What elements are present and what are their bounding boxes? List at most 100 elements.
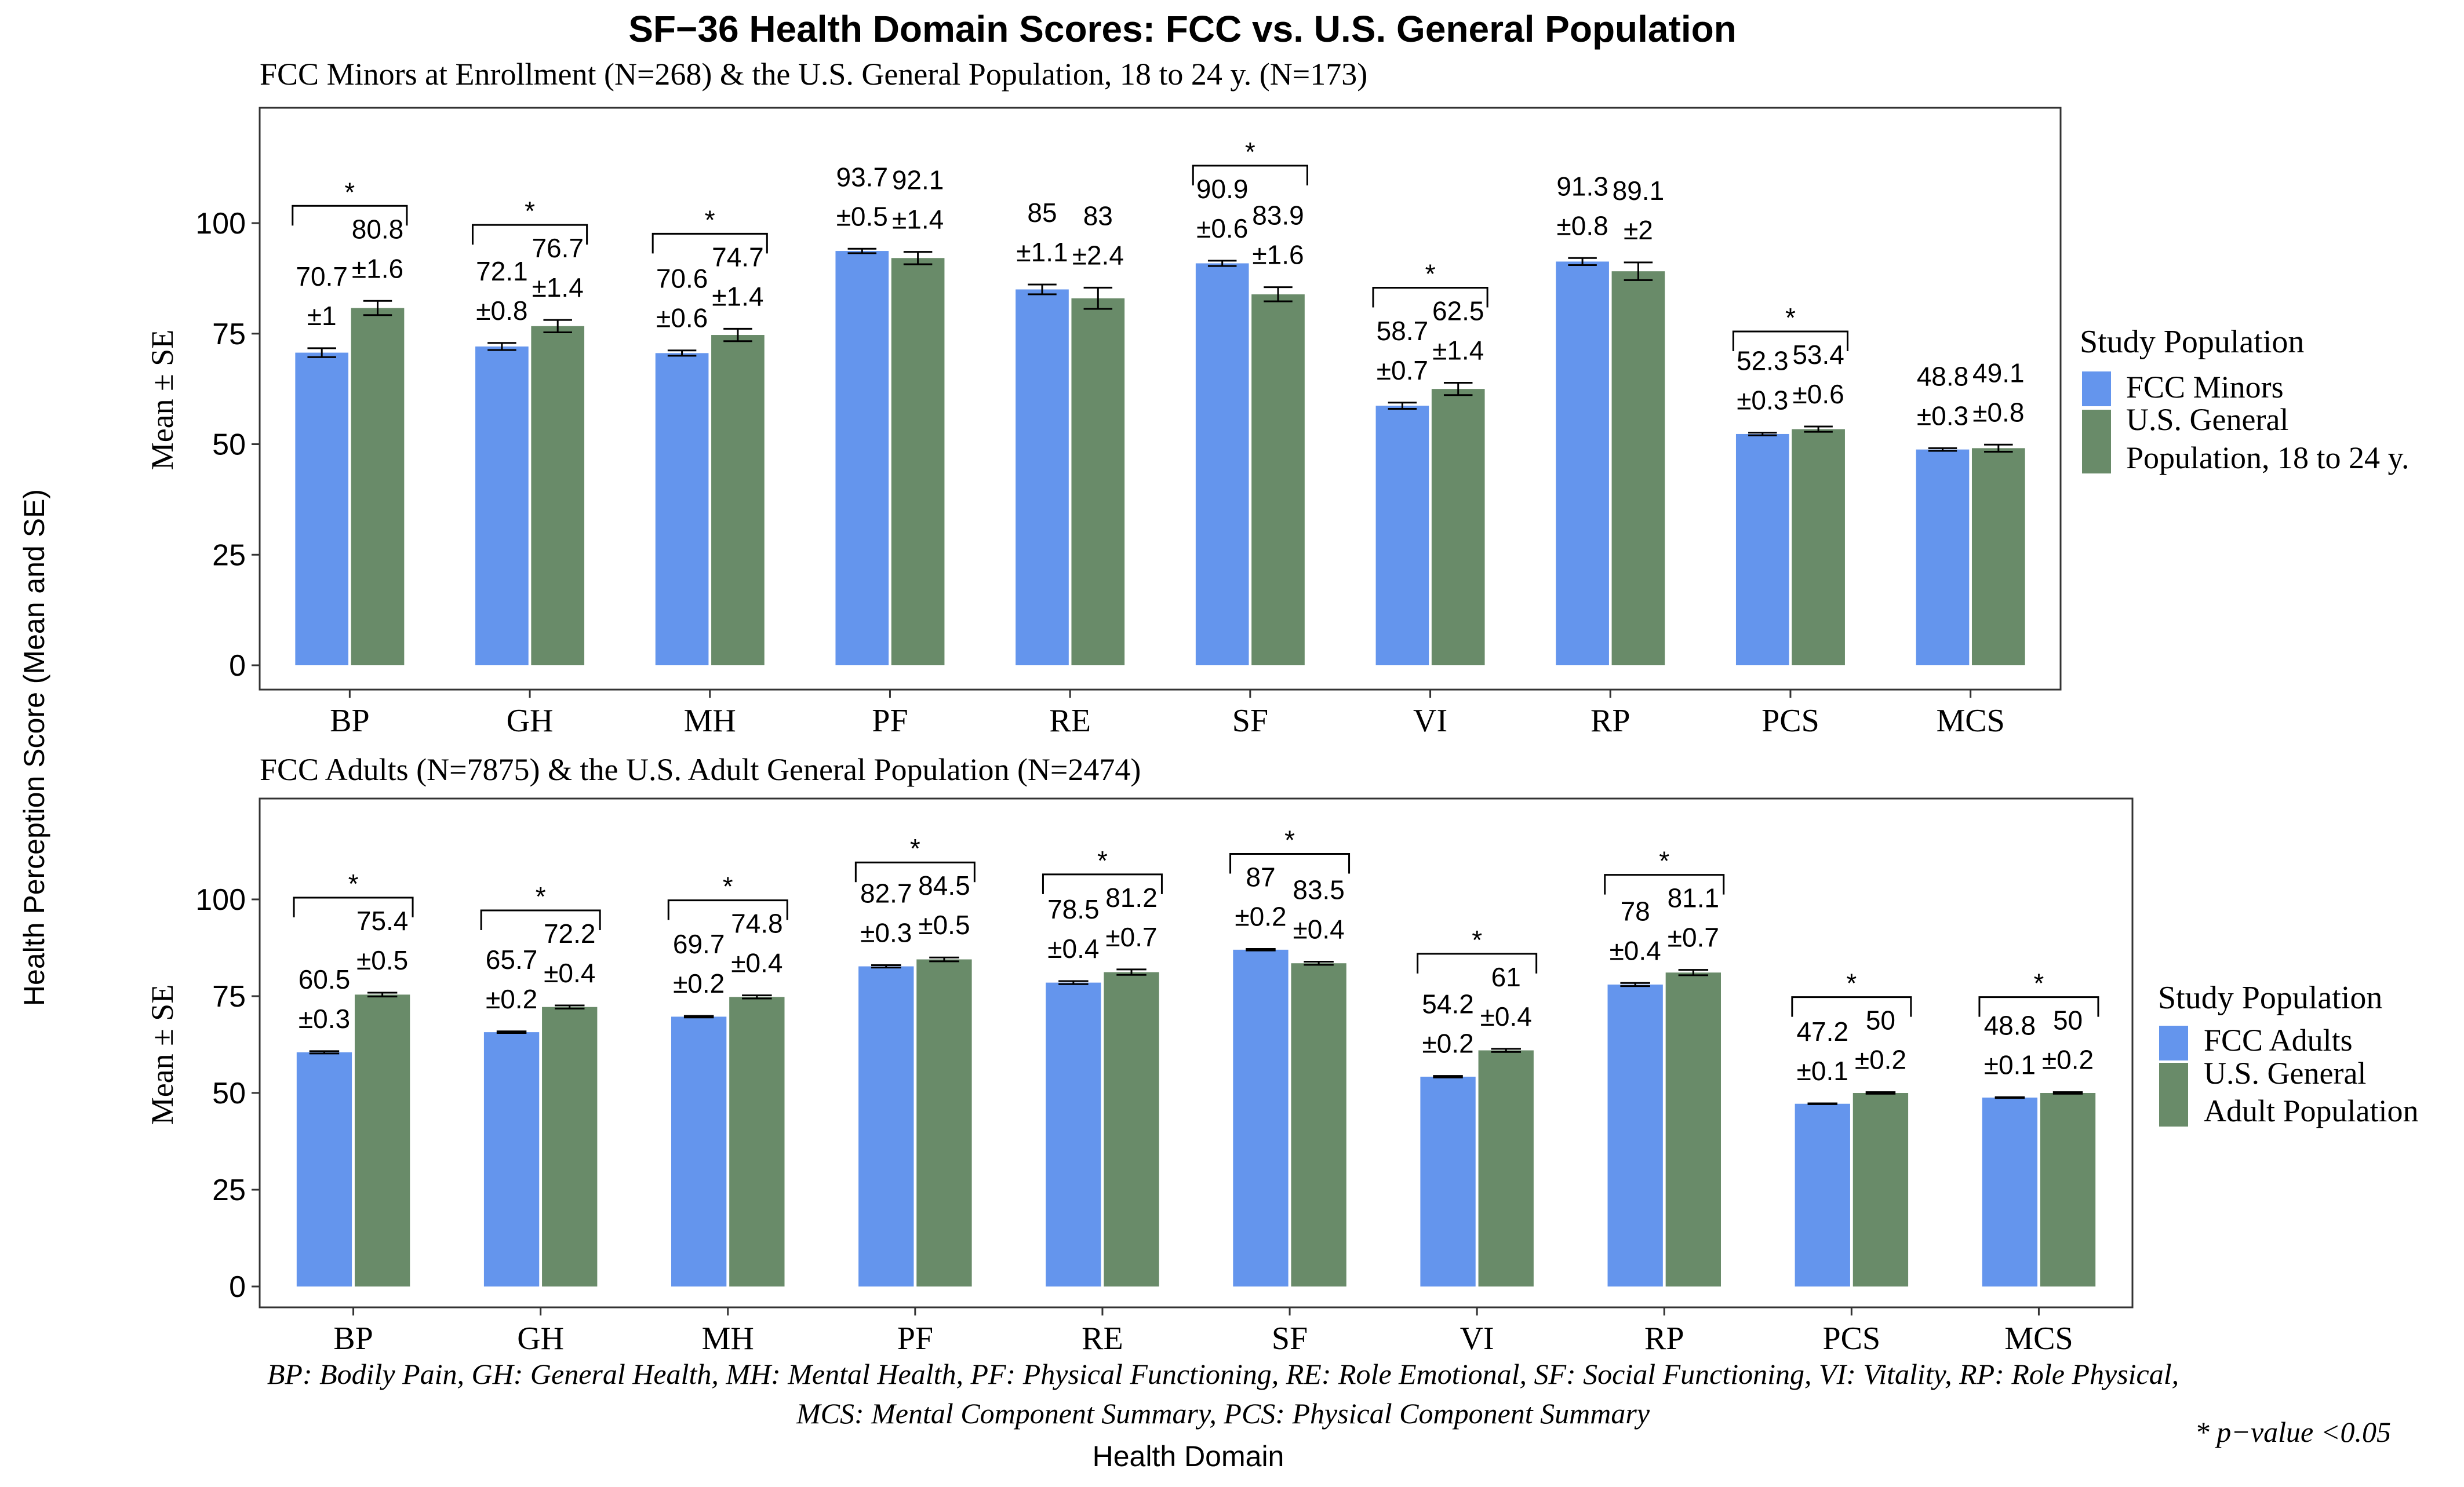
bar-fcc xyxy=(1607,984,1663,1286)
error-label: ±1.6 xyxy=(1252,240,1304,270)
value-label: 91.3 xyxy=(1556,171,1608,201)
bar-us xyxy=(1251,294,1305,665)
value-label: 50 xyxy=(1866,1005,1895,1036)
error-label: ±0.3 xyxy=(1737,385,1788,416)
bar-fcc xyxy=(1195,263,1249,666)
bar-us xyxy=(711,335,765,665)
significance-marker: * xyxy=(1425,258,1436,289)
error-label: ±1.4 xyxy=(532,272,584,302)
legend-item-label: Population, 18 to 24 y. xyxy=(2126,440,2410,475)
value-label: 65.7 xyxy=(486,945,538,975)
legend-key-us xyxy=(2159,1063,2188,1127)
legend-item-label: FCC Minors xyxy=(2126,370,2284,404)
value-label: 74.7 xyxy=(712,242,764,272)
bar-us xyxy=(916,959,972,1286)
value-label: 47.2 xyxy=(1797,1016,1849,1047)
value-label: 61 xyxy=(1491,962,1521,992)
error-label: ±0.2 xyxy=(1855,1045,1906,1075)
bar-us xyxy=(2040,1093,2096,1286)
significance-bracket xyxy=(1192,165,1308,185)
bar-us xyxy=(1852,1093,1909,1286)
value-label: 80.8 xyxy=(352,214,404,244)
bar-us xyxy=(1104,972,1159,1286)
error-label: ±2.4 xyxy=(1072,240,1124,270)
y-tick-label: 25 xyxy=(212,538,246,572)
bar-us xyxy=(1665,972,1721,1286)
error-label: ±0.2 xyxy=(1422,1029,1473,1059)
significance-bracket xyxy=(292,205,408,226)
x-tick-label: RP xyxy=(1591,703,1630,739)
error-label: ±0.2 xyxy=(2042,1045,2094,1075)
bar-fcc xyxy=(858,966,914,1286)
significance-marker: * xyxy=(525,196,535,226)
error-label: ±1.4 xyxy=(712,281,763,311)
bar-us xyxy=(891,258,945,666)
y-tick-label: 100 xyxy=(195,207,246,240)
significance-bracket xyxy=(1372,286,1488,308)
bar-fcc xyxy=(835,251,889,666)
bar-fcc xyxy=(1982,1098,2038,1286)
bar-fcc xyxy=(1916,449,1970,665)
y-tick-label: 100 xyxy=(195,883,246,917)
significance-bracket xyxy=(854,861,976,883)
plot-frame xyxy=(259,107,2062,691)
significance-bracket xyxy=(1978,996,2099,1017)
value-label: 60.5 xyxy=(299,964,351,994)
x-tick-label: PCS xyxy=(1761,703,1819,739)
bar-fcc xyxy=(1795,1103,1850,1286)
x-tick-label: SF xyxy=(1232,703,1268,739)
error-label: ±0.8 xyxy=(476,296,527,326)
error-label: ±0.6 xyxy=(1793,379,1844,409)
legend-key-us xyxy=(2082,410,2111,473)
value-label: 90.9 xyxy=(1196,174,1249,204)
significance-marker: * xyxy=(1245,137,1255,167)
value-label: 72.1 xyxy=(476,256,528,286)
outer-y-axis-label: Health Perception Score (Mean and SE) xyxy=(18,489,50,1006)
bar-fcc xyxy=(295,352,349,665)
bar-us xyxy=(729,997,785,1286)
value-label: 53.4 xyxy=(1792,340,1844,370)
error-label: ±0.7 xyxy=(1105,922,1157,952)
panel-adults: FCC Adults (N=7875) & the U.S. Adult Gen… xyxy=(145,752,2419,1357)
significance-bracket xyxy=(652,232,768,254)
error-label: ±0.8 xyxy=(1556,210,1608,240)
value-label: 78.5 xyxy=(1047,894,1100,924)
legend-item-label: FCC Adults xyxy=(2204,1023,2353,1058)
value-label: 76.7 xyxy=(532,233,584,263)
bar-us xyxy=(1611,271,1665,665)
chart-title: SF−36 Health Domain Scores: FCC vs. U.S.… xyxy=(628,8,1737,50)
significance-marker: * xyxy=(344,177,355,207)
significance-marker: * xyxy=(1472,925,1482,955)
x-tick-label: GH xyxy=(507,703,554,739)
significance-bracket xyxy=(1732,330,1849,351)
significance-bracket xyxy=(1604,874,1725,895)
bar-us xyxy=(1431,389,1485,665)
error-label: ±0.3 xyxy=(1917,400,1968,431)
value-label: 89.1 xyxy=(1613,176,1665,206)
y-tick-label: 0 xyxy=(229,1270,246,1304)
x-tick-label: PF xyxy=(897,1321,933,1357)
error-label: ±0.3 xyxy=(299,1004,350,1034)
x-tick-label: RE xyxy=(1049,703,1091,739)
value-label: 75.4 xyxy=(356,906,409,936)
value-label: 48.8 xyxy=(1917,361,1969,391)
significance-marker: * xyxy=(2033,968,2044,998)
error-label: ±1.4 xyxy=(892,205,944,235)
plot-frame xyxy=(259,797,2134,1309)
bar-us xyxy=(354,994,410,1286)
value-label: 83.5 xyxy=(1293,875,1345,905)
y-tick-label: 50 xyxy=(212,1077,246,1110)
x-tick-label: MCS xyxy=(2004,1321,2073,1357)
panel-minors: FCC Minors at Enrollment (N=268) & the U… xyxy=(145,57,2410,739)
x-tick-label: RP xyxy=(1644,1321,1684,1357)
bar-us xyxy=(351,308,405,665)
value-label: 72.2 xyxy=(544,919,596,949)
bar-fcc xyxy=(1556,261,1609,666)
bar-fcc xyxy=(296,1052,352,1286)
value-label: 70.7 xyxy=(296,261,348,291)
significance-marker: * xyxy=(536,881,546,912)
error-label: ±0.5 xyxy=(356,945,408,975)
error-label: ±0.1 xyxy=(1984,1049,2036,1080)
value-label: 69.7 xyxy=(673,929,725,959)
x-tick-label: PF xyxy=(872,703,908,739)
